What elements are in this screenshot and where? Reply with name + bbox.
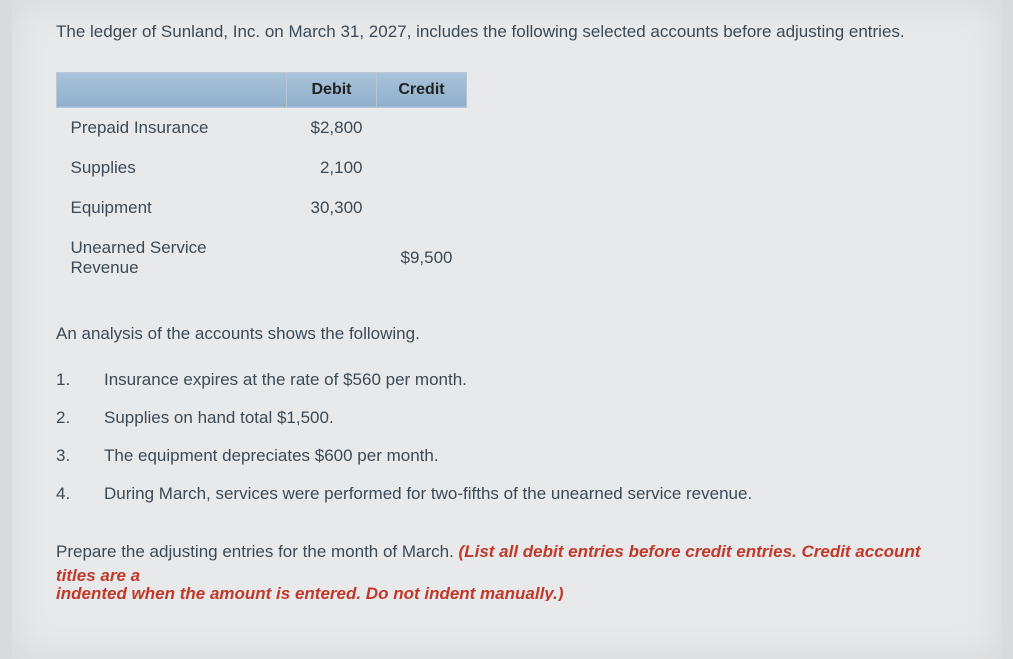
item-text: The equipment depreciates $600 per month… [104, 446, 439, 466]
table-row: Prepaid Insurance $2,800 [57, 107, 467, 148]
list-item: 1. Insurance expires at the rate of $560… [56, 370, 957, 390]
row-credit: $9,500 [377, 228, 467, 288]
accounts-table: Debit Credit Prepaid Insurance $2,800 Su… [56, 72, 467, 288]
instruction-red-2: indented when the amount is entered. Do … [56, 587, 564, 601]
instruction-text: Prepare the adjusting entries for the mo… [56, 540, 957, 611]
list-item: 4. During March, services were performed… [56, 484, 957, 504]
row-label: Prepaid Insurance [57, 107, 287, 148]
row-credit [377, 188, 467, 228]
item-number: 1. [56, 370, 104, 390]
question-page: The ledger of Sunland, Inc. on March 31,… [12, 0, 1001, 659]
table-row: Supplies 2,100 [57, 148, 467, 188]
row-debit: 2,100 [287, 148, 377, 188]
table-row: Unearned Service Revenue $9,500 [57, 228, 467, 288]
row-debit [287, 228, 377, 288]
header-debit: Debit [287, 72, 377, 107]
row-label: Equipment [57, 188, 287, 228]
item-text: Supplies on hand total $1,500. [104, 408, 334, 428]
item-text: Insurance expires at the rate of $560 pe… [104, 370, 467, 390]
table-header-row: Debit Credit [57, 72, 467, 107]
row-label: Unearned Service Revenue [57, 228, 287, 288]
row-credit [377, 148, 467, 188]
intro-text: The ledger of Sunland, Inc. on March 31,… [56, 20, 957, 44]
item-number: 2. [56, 408, 104, 428]
list-item: 3. The equipment depreciates $600 per mo… [56, 446, 957, 466]
row-credit [377, 107, 467, 148]
list-item: 2. Supplies on hand total $1,500. [56, 408, 957, 428]
instruction-plain: Prepare the adjusting entries for the mo… [56, 542, 459, 561]
item-text: During March, services were performed fo… [104, 484, 752, 504]
item-number: 4. [56, 484, 104, 504]
analysis-intro: An analysis of the accounts shows the fo… [56, 324, 957, 344]
row-label: Supplies [57, 148, 287, 188]
table-row: Equipment 30,300 [57, 188, 467, 228]
analysis-list: 1. Insurance expires at the rate of $560… [56, 370, 957, 504]
header-empty [57, 72, 287, 107]
row-debit: 30,300 [287, 188, 377, 228]
header-credit: Credit [377, 72, 467, 107]
item-number: 3. [56, 446, 104, 466]
row-debit: $2,800 [287, 107, 377, 148]
